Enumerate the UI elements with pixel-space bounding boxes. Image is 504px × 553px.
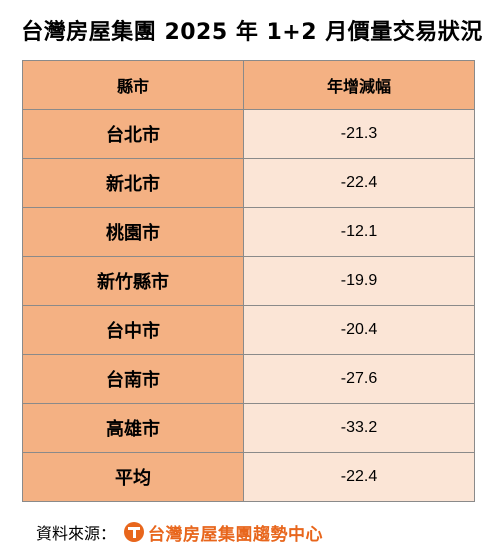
yoy-change-cell: -12.1: [243, 207, 475, 257]
source-footer: 資料來源： 台灣房屋集團趨勢中心: [36, 518, 323, 546]
city-cell: 新竹縣市: [22, 256, 244, 306]
yoy-change-cell: -22.4: [243, 158, 475, 208]
city-cell: 新北市: [22, 158, 244, 208]
yoy-change-cell: -21.3: [243, 109, 475, 159]
table-row-average: 平均 -22.4: [22, 452, 475, 502]
logo-text: 台灣房屋集團趨勢中心: [148, 524, 324, 545]
yoy-change-cell: -19.9: [243, 256, 475, 306]
page-title: 台灣房屋集團 2025 年 1+2 月價量交易狀況: [21, 20, 483, 45]
yoy-change-cell: -33.2: [243, 403, 475, 453]
city-cell: 桃園市: [22, 207, 244, 257]
city-cell: 高雄市: [22, 403, 244, 453]
taiwan-realty-logo-icon: [124, 522, 145, 542]
table-row: 新竹縣市 -19.9: [22, 256, 475, 306]
city-cell: 台南市: [22, 354, 244, 404]
table-row: 台北市 -21.3: [22, 109, 475, 159]
table-row: 新北市 -22.4: [22, 158, 475, 208]
yoy-change-cell: -22.4: [243, 452, 475, 502]
table-row: 高雄市 -33.2: [22, 403, 475, 453]
table-row: 台中市 -20.4: [22, 305, 475, 355]
transaction-table: 縣市 年增減幅 台北市 -21.3 新北市 -22.4 桃園市 -12.1 新竹…: [22, 60, 475, 502]
city-cell: 台中市: [22, 305, 244, 355]
table-header-row: 縣市 年增減幅: [22, 60, 475, 110]
source-logo: 台灣房屋集團趨勢中心: [124, 520, 323, 545]
source-label: 資料來源：: [36, 524, 117, 543]
city-cell: 平均: [22, 452, 244, 502]
yoy-change-cell: -27.6: [243, 354, 475, 404]
column-header-city: 縣市: [22, 60, 244, 110]
table-row: 台南市 -27.6: [22, 354, 475, 404]
table-row: 桃園市 -12.1: [22, 207, 475, 257]
city-cell: 台北市: [22, 109, 244, 159]
yoy-change-cell: -20.4: [243, 305, 475, 355]
column-header-yoy-change: 年增減幅: [243, 60, 475, 110]
